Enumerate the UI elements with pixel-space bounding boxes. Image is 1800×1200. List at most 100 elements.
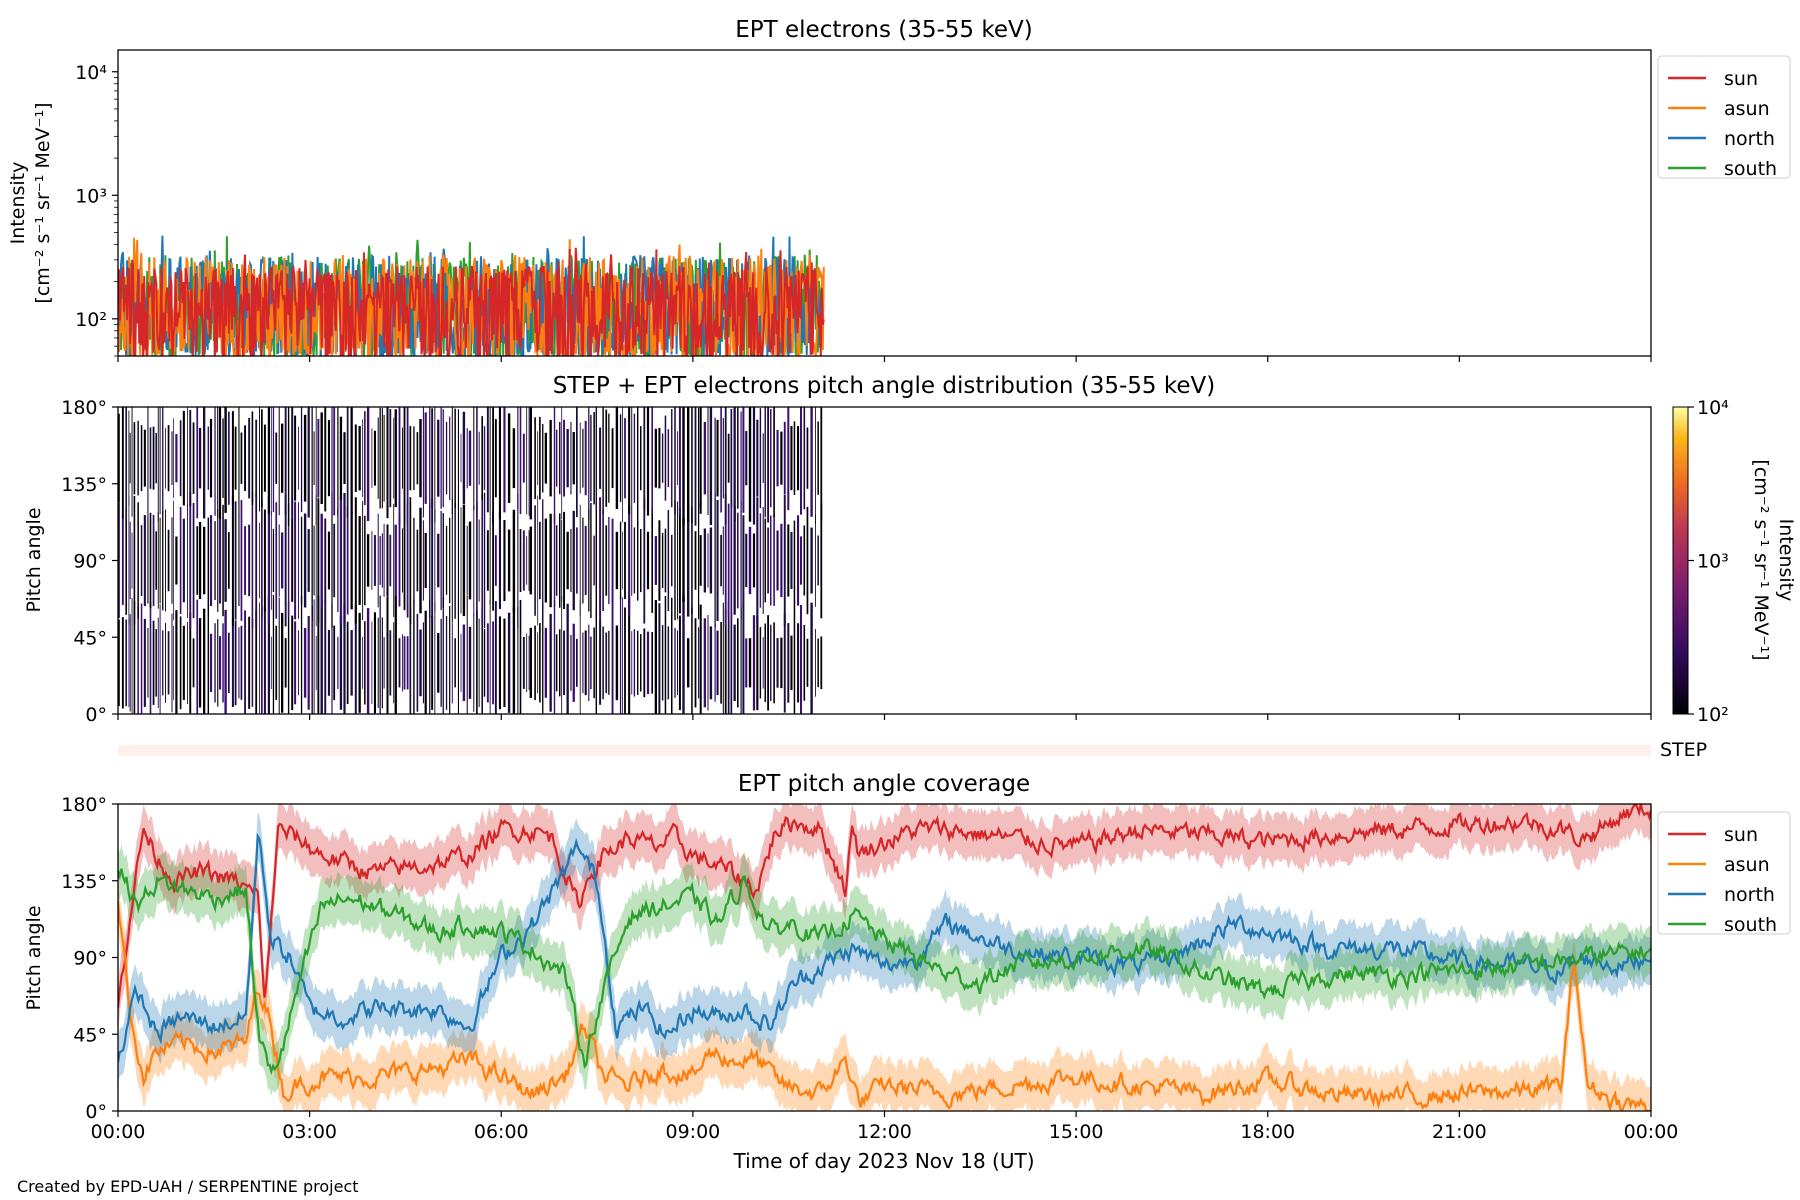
heatmap-bin [579, 504, 581, 617]
panel1-ylabel-line1: Intensity [7, 162, 29, 245]
panel4-title: EPT pitch angle coverage [738, 771, 1030, 797]
heatmap-bin [733, 624, 736, 701]
heatmap-bin [219, 636, 222, 690]
heatmap-bin [756, 497, 759, 624]
heatmap-bin [291, 519, 294, 602]
heatmap-bin [767, 407, 769, 523]
heatmap-bin [364, 515, 366, 606]
heatmap-bin [383, 524, 385, 597]
heatmap-bin [171, 517, 173, 604]
heatmap-bin [756, 615, 759, 711]
heatmap-bin [549, 613, 552, 712]
heatmap-bin [320, 599, 323, 714]
heatmap-bin [275, 432, 278, 484]
heatmap-bin [118, 413, 120, 503]
heatmap-bin [403, 636, 406, 690]
heatmap-bin [339, 497, 343, 624]
heatmap-bin [563, 419, 565, 497]
heatmap-bin [579, 422, 581, 494]
heatmap-bin [537, 431, 539, 486]
heatmap-bin [422, 520, 424, 601]
heatmap-bin [358, 426, 361, 491]
heatmap-bin [722, 526, 724, 595]
panel4-y-axis: 0° 45° 90° 135° 180° [61, 794, 118, 1123]
heatmap-bin [118, 619, 120, 707]
heatmap-bin [595, 500, 597, 621]
heatmap-bin [437, 533, 440, 588]
heatmap-bin [633, 413, 636, 503]
heatmap-bin [371, 531, 373, 590]
heatmap-bin [278, 597, 280, 714]
heatmap-bin [137, 606, 139, 714]
heatmap-bin [529, 526, 532, 595]
heatmap-bin [709, 407, 713, 525]
heatmap-bin [307, 616, 310, 710]
heatmap-bin [737, 407, 739, 509]
heatmap-bin [698, 501, 700, 620]
heatmap-bin [724, 494, 727, 627]
heatmap-bin [298, 630, 299, 696]
heatmap-bin [162, 510, 164, 611]
heatmap-bin [507, 612, 511, 713]
heatmap-bin [214, 407, 216, 516]
band-south [118, 844, 1651, 1096]
heatmap-bin [494, 419, 497, 498]
y-tick-label: 135° [61, 474, 107, 496]
heatmap-bin [278, 407, 280, 516]
heatmap-bin [776, 429, 779, 487]
heatmap-bin [476, 610, 478, 714]
heatmap-bin [445, 616, 448, 710]
heatmap-bin [189, 410, 192, 507]
heatmap-bin [544, 518, 547, 603]
heatmap-bin [759, 513, 762, 608]
heatmap-bin [776, 530, 779, 591]
heatmap-bin [624, 521, 626, 600]
heatmap-bin [147, 407, 149, 525]
panel4-plot [118, 804, 1651, 1111]
heatmap-bin [740, 411, 742, 505]
heatmap-bin [576, 638, 578, 687]
x-tick-label: 06:00 [474, 1121, 529, 1143]
heatmap-bin [333, 407, 336, 516]
heatmap-bin [346, 506, 349, 615]
heatmap-bin [517, 606, 519, 714]
heatmap-bin [476, 501, 478, 620]
heatmap-bin [354, 497, 357, 624]
heatmap-bin [327, 420, 330, 497]
heatmap-bin [315, 635, 317, 690]
heatmap-bin [175, 434, 178, 483]
heatmap-bin [198, 618, 202, 708]
line-sun [118, 247, 825, 356]
heatmap-bin [599, 497, 602, 624]
heatmap-bin [429, 599, 431, 714]
heatmap-bin [294, 415, 297, 501]
heatmap-bin [196, 407, 199, 519]
line-north [118, 832, 1651, 1063]
y-tick-label: 45° [73, 627, 107, 649]
colorbar-label-line2: [cm⁻² s⁻¹ sr⁻¹ MeV⁻¹] [1750, 459, 1772, 660]
heatmap-bin [678, 615, 681, 711]
y-tick-label: 45° [73, 1024, 107, 1046]
y-tick-label: 180° [61, 397, 107, 419]
heatmap-bin [121, 407, 124, 519]
heatmap-bin [483, 492, 486, 629]
heatmap-bin [311, 407, 313, 518]
heatmap-bin [687, 407, 690, 523]
heatmap-bin [628, 505, 631, 616]
panel1-title: EPT electrons (35-55 keV) [735, 17, 1032, 43]
heatmap-bin [244, 425, 246, 491]
x-tick-label: 21:00 [1432, 1121, 1487, 1143]
heatmap-bin [129, 433, 131, 484]
heatmap-bin [381, 408, 383, 509]
heatmap-bin [424, 533, 427, 588]
heatmap-bin [187, 621, 188, 704]
heatmap-bin [175, 610, 178, 714]
heatmap-bin [222, 623, 224, 703]
heatmap-bin [512, 608, 516, 714]
heatmap-bin [209, 633, 213, 692]
heatmap-bin [466, 595, 468, 714]
heatmap-bin [346, 621, 349, 704]
heatmap-bin [267, 407, 270, 514]
legend-label-asun: asun [1724, 98, 1770, 120]
